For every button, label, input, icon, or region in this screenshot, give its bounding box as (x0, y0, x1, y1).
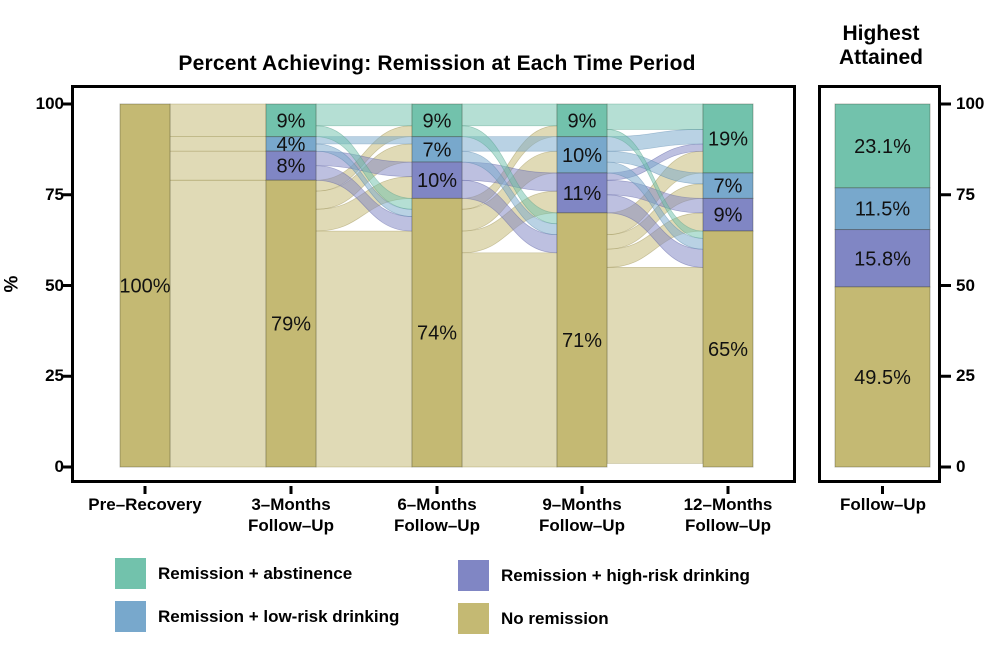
bar-segment-label: 8% (277, 156, 306, 178)
bar-segment-label: 9% (714, 205, 743, 227)
legend-label-abstinence: Remission + abstinence (158, 564, 353, 583)
x-label-line: 9–Months (542, 495, 622, 514)
x-label-line: Follow–Up (248, 516, 334, 535)
panel-y-tick-25: 25 (956, 366, 975, 385)
panel-y-tick-75: 75 (956, 185, 975, 204)
y-tick-75: 75 (45, 185, 64, 204)
bar-segment-label: 9% (423, 110, 452, 132)
panel-y-tick-50: 50 (956, 276, 975, 295)
bar-segment-low_risk (702, 172, 754, 199)
bar-segment-label: 4% (277, 134, 306, 156)
y-axis-title: % (1, 275, 23, 293)
y-tick-25: 25 (45, 366, 64, 385)
bar-segment-abstinence (265, 103, 317, 138)
y-tick-50: 50 (45, 276, 64, 295)
panel-title: Highest Attained (801, 22, 961, 70)
bar-segment-label: 7% (423, 139, 452, 161)
bar-segment-no_remission (834, 286, 931, 468)
bar-segment-high_risk (411, 161, 463, 199)
bar-segment-label: 79% (271, 314, 311, 336)
panel-y-tick-0: 0 (956, 457, 966, 476)
side-panel-frame (818, 85, 941, 483)
bar-segment-label: 65% (708, 339, 748, 361)
bar-segment-abstinence (556, 103, 608, 138)
panel-title-line1: Highest (842, 22, 920, 45)
bar-segment-high_risk (702, 197, 754, 232)
legend-swatch-high-risk (458, 560, 489, 591)
bar-segment-label: 71% (562, 330, 602, 352)
legend-label-no-remission: No remission (501, 609, 609, 628)
x-label-panel-follow-up: Follow–Up (798, 494, 968, 515)
bar-segment-label: 10% (562, 145, 602, 167)
bar-segment-no_remission (265, 179, 317, 468)
bar-segment-low_risk (556, 136, 608, 174)
bar-segment-label: 10% (417, 170, 457, 192)
chart-title: Percent Achieving: Remission at Each Tim… (178, 52, 696, 75)
x-label-line: Follow–Up (539, 516, 625, 535)
y-tick-100: 100 (35, 94, 64, 113)
bar-segment-label: 74% (417, 323, 457, 345)
bar-segment-low_risk (834, 187, 931, 231)
bar-segment-label: 23.1% (854, 136, 911, 158)
x-label-12-months: 12–Months Follow–Up (643, 494, 813, 536)
y-tick-0: 0 (54, 457, 64, 476)
bar-segment-no_remission (119, 103, 171, 468)
bar-segment-no_remission (411, 197, 463, 468)
x-label-line: 12–Months (683, 495, 773, 514)
legend-swatch-low-risk (115, 601, 146, 632)
bar-segment-abstinence (702, 103, 754, 174)
legend-swatch-abstinence (115, 558, 146, 589)
bar-segment-high_risk (834, 229, 931, 288)
legend-label-high-risk: Remission + high-risk drinking (501, 566, 750, 585)
x-label-line: Follow–Up (394, 516, 480, 535)
bar-segment-label: 7% (714, 176, 743, 198)
bar-segment-label: 11.5% (855, 199, 910, 221)
legend-label-low-risk: Remission + low-risk drinking (158, 607, 400, 626)
bar-segment-label: 19% (708, 128, 748, 150)
x-label-6-months: 6–Months Follow–Up (352, 494, 522, 536)
x-label-3-months: 3–Months Follow–Up (206, 494, 376, 536)
x-label-line: Follow–Up (685, 516, 771, 535)
x-label-pre-recovery: Pre–Recovery (60, 494, 230, 515)
bar-segment-label: 15.8% (854, 248, 911, 270)
legend-swatch-no-remission (458, 603, 489, 634)
x-label-line: 6–Months (397, 495, 477, 514)
bar-segment-no_remission (702, 230, 754, 468)
bar-segment-label: 49.5% (854, 367, 911, 389)
bar-segment-label: 9% (277, 110, 306, 132)
x-label-line: Follow–Up (840, 495, 926, 514)
bar-segment-low_risk (411, 136, 463, 163)
panel-title-line2: Attained (839, 46, 923, 69)
bar-segment-label: 9% (568, 110, 597, 132)
bar-segment-abstinence (834, 103, 931, 189)
bar-segment-no_remission (556, 212, 608, 468)
x-label-line: Pre–Recovery (88, 495, 202, 514)
x-label-9-months: 9–Months Follow–Up (497, 494, 667, 536)
bar-segment-label: 100% (119, 276, 170, 298)
bar-segment-high_risk (265, 150, 317, 181)
bar-segment-label: 11% (563, 183, 602, 205)
main-plot-frame (71, 85, 796, 483)
x-label-line: 3–Months (251, 495, 331, 514)
panel-y-tick-100: 100 (956, 94, 985, 113)
